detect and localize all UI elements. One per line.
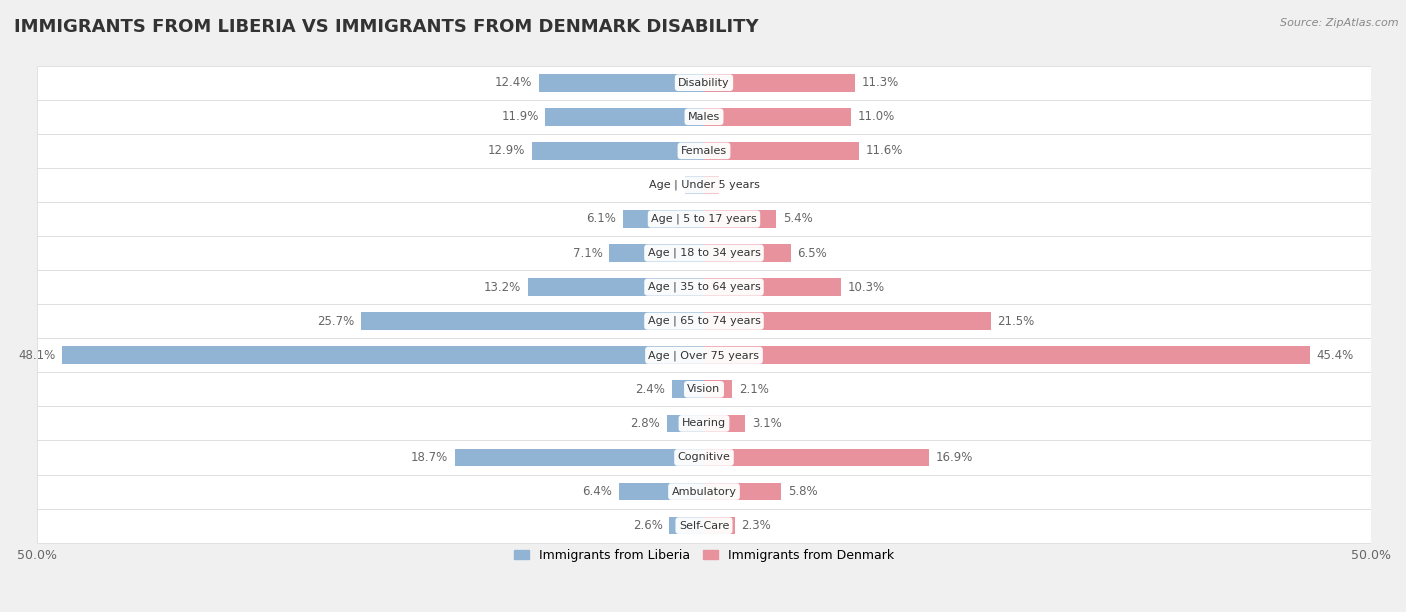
Bar bbox=[704, 176, 718, 194]
Bar bbox=[704, 381, 733, 398]
Bar bbox=[704, 210, 776, 228]
Bar bbox=[704, 278, 841, 296]
FancyBboxPatch shape bbox=[37, 134, 1371, 168]
Bar bbox=[361, 312, 704, 330]
Bar bbox=[669, 517, 704, 534]
Bar bbox=[546, 108, 704, 125]
FancyBboxPatch shape bbox=[37, 236, 1371, 270]
Text: 13.2%: 13.2% bbox=[484, 281, 522, 294]
Text: Disability: Disability bbox=[678, 78, 730, 88]
Text: 12.4%: 12.4% bbox=[495, 76, 531, 89]
Text: 5.8%: 5.8% bbox=[787, 485, 818, 498]
Text: IMMIGRANTS FROM LIBERIA VS IMMIGRANTS FROM DENMARK DISABILITY: IMMIGRANTS FROM LIBERIA VS IMMIGRANTS FR… bbox=[14, 18, 759, 36]
Bar bbox=[685, 176, 704, 194]
FancyBboxPatch shape bbox=[37, 406, 1371, 441]
Bar bbox=[704, 346, 1309, 364]
FancyBboxPatch shape bbox=[37, 372, 1371, 406]
Text: 2.1%: 2.1% bbox=[738, 383, 769, 396]
Bar bbox=[704, 74, 855, 92]
Text: Males: Males bbox=[688, 112, 720, 122]
FancyBboxPatch shape bbox=[37, 202, 1371, 236]
Text: 18.7%: 18.7% bbox=[411, 451, 449, 464]
Bar bbox=[704, 244, 790, 262]
Text: 2.8%: 2.8% bbox=[630, 417, 659, 430]
Bar bbox=[704, 414, 745, 432]
Text: Self-Care: Self-Care bbox=[679, 521, 730, 531]
Bar bbox=[704, 483, 782, 501]
FancyBboxPatch shape bbox=[37, 509, 1371, 543]
Text: Females: Females bbox=[681, 146, 727, 156]
Bar bbox=[666, 414, 704, 432]
Bar bbox=[704, 142, 859, 160]
Bar bbox=[62, 346, 704, 364]
FancyBboxPatch shape bbox=[37, 270, 1371, 304]
Text: Age | 65 to 74 years: Age | 65 to 74 years bbox=[648, 316, 761, 326]
Text: 6.4%: 6.4% bbox=[582, 485, 612, 498]
Text: 12.9%: 12.9% bbox=[488, 144, 526, 157]
Bar bbox=[531, 142, 704, 160]
FancyBboxPatch shape bbox=[37, 100, 1371, 134]
Bar bbox=[704, 108, 851, 125]
Text: 2.3%: 2.3% bbox=[741, 519, 770, 532]
Text: Ambulatory: Ambulatory bbox=[672, 487, 737, 496]
Bar bbox=[704, 449, 929, 466]
Text: Age | 5 to 17 years: Age | 5 to 17 years bbox=[651, 214, 756, 224]
Text: 2.6%: 2.6% bbox=[633, 519, 662, 532]
Text: 10.3%: 10.3% bbox=[848, 281, 886, 294]
FancyBboxPatch shape bbox=[37, 168, 1371, 202]
Bar bbox=[623, 210, 704, 228]
Text: Vision: Vision bbox=[688, 384, 721, 394]
Text: Hearing: Hearing bbox=[682, 419, 725, 428]
Bar bbox=[609, 244, 704, 262]
Bar bbox=[672, 381, 704, 398]
FancyBboxPatch shape bbox=[37, 441, 1371, 474]
Text: 11.9%: 11.9% bbox=[501, 110, 538, 123]
FancyBboxPatch shape bbox=[37, 65, 1371, 100]
Bar bbox=[538, 74, 704, 92]
Text: Age | 35 to 64 years: Age | 35 to 64 years bbox=[648, 282, 761, 293]
Text: 16.9%: 16.9% bbox=[936, 451, 973, 464]
Text: 5.4%: 5.4% bbox=[783, 212, 813, 225]
Text: 1.1%: 1.1% bbox=[725, 179, 755, 192]
Text: 11.3%: 11.3% bbox=[862, 76, 898, 89]
Text: 1.4%: 1.4% bbox=[648, 179, 679, 192]
Text: 45.4%: 45.4% bbox=[1316, 349, 1354, 362]
Bar bbox=[704, 517, 735, 534]
Text: 3.1%: 3.1% bbox=[752, 417, 782, 430]
Text: 6.5%: 6.5% bbox=[797, 247, 827, 259]
Bar bbox=[704, 312, 991, 330]
Text: 11.6%: 11.6% bbox=[866, 144, 903, 157]
Bar bbox=[454, 449, 704, 466]
Text: 25.7%: 25.7% bbox=[318, 315, 354, 327]
Text: 48.1%: 48.1% bbox=[18, 349, 56, 362]
Text: 21.5%: 21.5% bbox=[997, 315, 1035, 327]
Text: Age | Over 75 years: Age | Over 75 years bbox=[648, 350, 759, 360]
Text: 11.0%: 11.0% bbox=[858, 110, 894, 123]
Bar bbox=[619, 483, 704, 501]
Text: 7.1%: 7.1% bbox=[572, 247, 603, 259]
FancyBboxPatch shape bbox=[37, 338, 1371, 372]
Text: Cognitive: Cognitive bbox=[678, 452, 731, 463]
Text: Age | Under 5 years: Age | Under 5 years bbox=[648, 180, 759, 190]
FancyBboxPatch shape bbox=[37, 304, 1371, 338]
Text: 2.4%: 2.4% bbox=[636, 383, 665, 396]
Text: Source: ZipAtlas.com: Source: ZipAtlas.com bbox=[1281, 18, 1399, 28]
Text: 6.1%: 6.1% bbox=[586, 212, 616, 225]
Bar bbox=[527, 278, 704, 296]
FancyBboxPatch shape bbox=[37, 474, 1371, 509]
Text: Age | 18 to 34 years: Age | 18 to 34 years bbox=[648, 248, 761, 258]
Legend: Immigrants from Liberia, Immigrants from Denmark: Immigrants from Liberia, Immigrants from… bbox=[509, 544, 898, 567]
